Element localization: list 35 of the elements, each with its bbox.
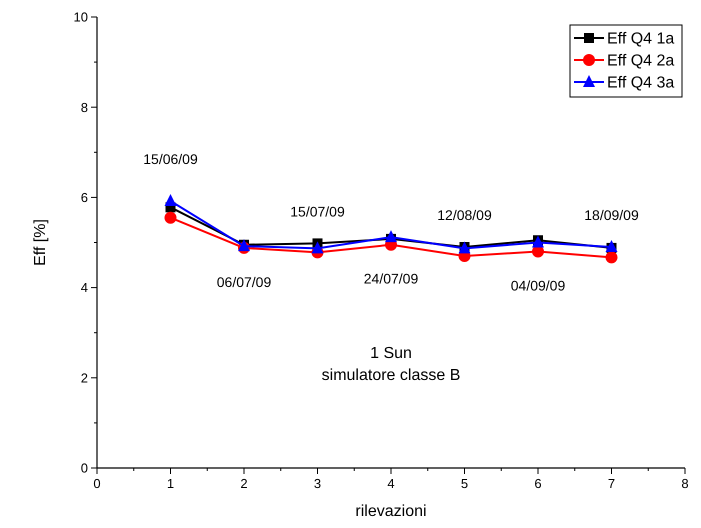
annotation: simulatore classe B: [322, 367, 460, 384]
annotation: 1 Sun: [370, 345, 412, 362]
y-tick-label: 8: [80, 100, 88, 115]
x-tick-label: 0: [93, 476, 101, 491]
x-tick-label: 2: [240, 476, 248, 491]
y-tick-label: 10: [74, 10, 88, 25]
x-tick-label: 1: [166, 476, 174, 491]
annotation: 18/09/09: [584, 206, 639, 223]
point: [164, 212, 176, 224]
annotation: 24/07/09: [364, 270, 418, 287]
y-tick-label: 4: [80, 280, 88, 296]
x-tick-label: 4: [387, 476, 395, 491]
legend-label: Eff Q4 2a: [607, 52, 674, 70]
y-axis-title: Eff [%]: [32, 219, 49, 266]
y-tick-label: 0: [80, 460, 88, 476]
point: [606, 240, 618, 252]
legend-label: Eff Q4 3a: [607, 74, 674, 92]
point: [312, 241, 324, 254]
point: [606, 251, 618, 264]
annotation: 06/07/09: [216, 274, 272, 290]
x-tick-label: 7: [608, 476, 616, 491]
annotation: 04/09/09: [510, 277, 566, 294]
x-tick-label: 8: [681, 476, 689, 491]
point: [164, 194, 176, 206]
x-tick-label: 3: [314, 476, 322, 491]
point: [385, 230, 397, 242]
x-axis-title: rilevazioni: [355, 503, 427, 520]
annotation: 15/06/09: [143, 150, 198, 167]
y-tick-label: 2: [80, 370, 88, 386]
y-tick-label: 6: [80, 190, 88, 205]
annotation: 15/07/09: [290, 203, 345, 220]
x-tick-label: 5: [460, 476, 468, 491]
annotation: 12/08/09: [437, 206, 492, 223]
legend-label: Eff Q4 1a: [607, 30, 674, 48]
x-tick-label: 6: [534, 476, 542, 491]
